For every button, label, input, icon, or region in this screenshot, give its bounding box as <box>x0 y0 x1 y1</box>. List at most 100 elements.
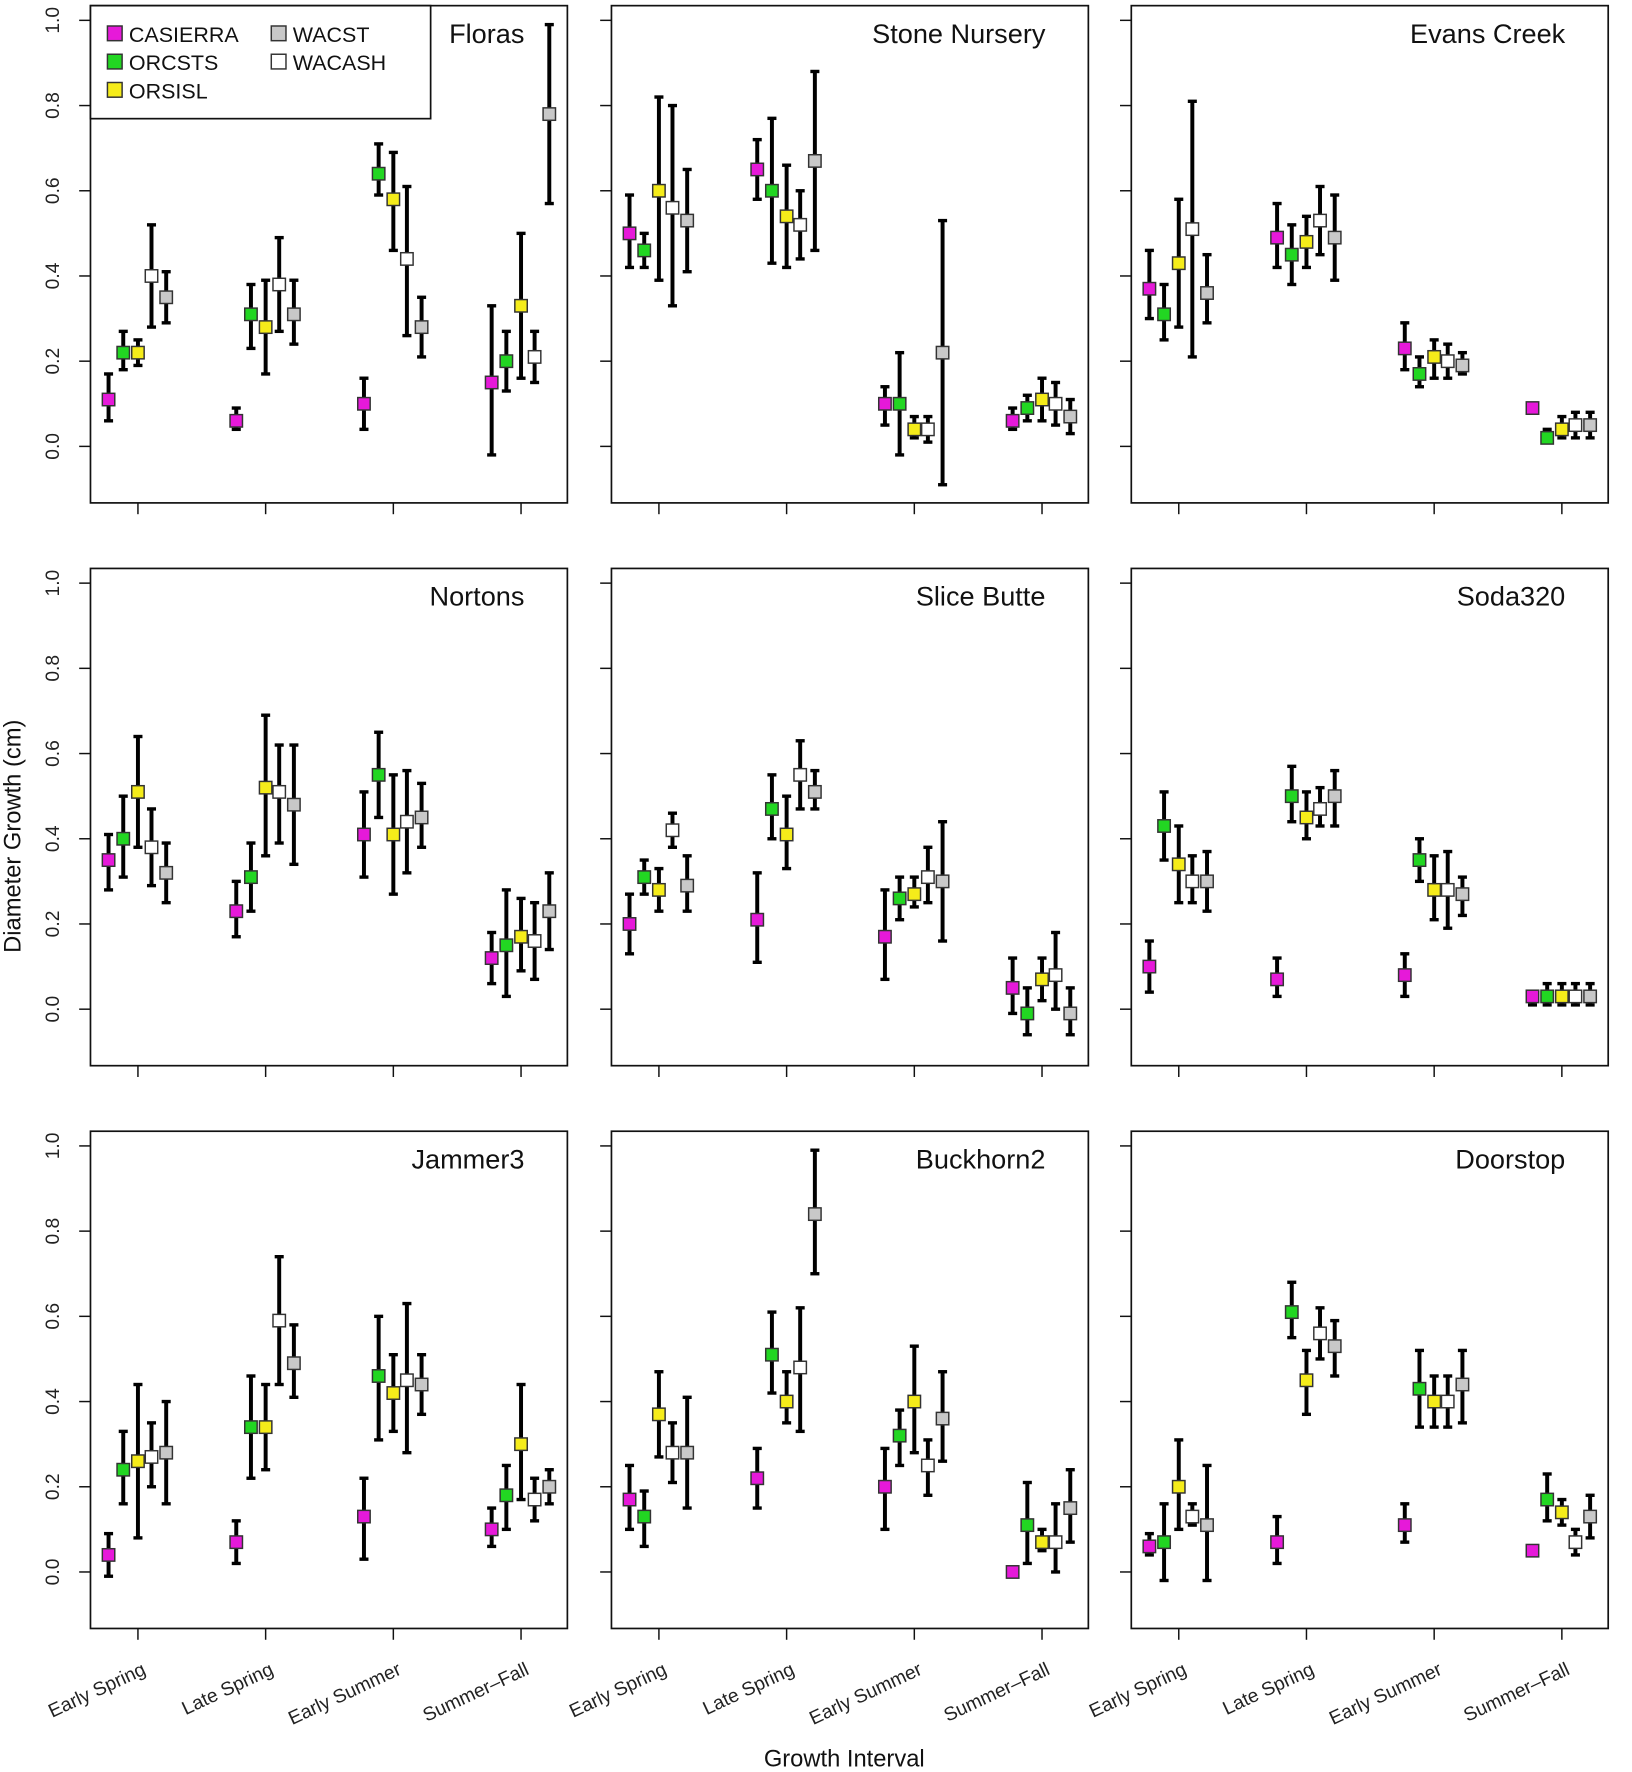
errorbar-point-orcsts <box>1157 790 1172 862</box>
errorbar-point-casierra <box>101 372 116 423</box>
mean-marker <box>920 1458 935 1473</box>
errorbar-point-wacash <box>1048 380 1063 427</box>
errorbar-point-casierra <box>1142 939 1157 994</box>
errorbar-point-orcsts <box>637 1489 652 1549</box>
mean-marker <box>1455 358 1470 373</box>
errorbar-point-orsisl <box>514 231 528 380</box>
errorbar-point-casierra <box>484 304 499 457</box>
mean-marker <box>1427 1394 1442 1409</box>
mean-marker <box>130 784 145 799</box>
mean-marker <box>371 767 386 782</box>
mean-marker <box>116 831 131 846</box>
errorbar-point-orcsts <box>1412 1348 1427 1429</box>
errorbar-point-orcsts <box>637 858 652 896</box>
mean-marker <box>807 784 822 799</box>
y-tick-label: 0.6 <box>43 1303 64 1330</box>
mean-marker <box>892 891 907 906</box>
errorbar-point-orcsts <box>243 1374 258 1480</box>
errorbar-point-orsisl <box>651 95 666 282</box>
mean-marker <box>935 1411 950 1426</box>
errorbar-point-orcsts <box>243 282 258 351</box>
mean-marker <box>484 951 499 966</box>
errorbar-point-orcsts <box>1412 355 1427 389</box>
y-tick-label: 1.0 <box>43 7 64 34</box>
errorbar-point-wacash <box>272 235 287 334</box>
errorbar-point-orcsts <box>892 875 907 922</box>
mean-marker <box>399 1373 414 1388</box>
mean-marker <box>1142 1539 1157 1554</box>
errorbar-point-orsisl <box>1299 790 1314 841</box>
mean-marker <box>1142 959 1157 974</box>
errorbar-point-casierra <box>750 137 765 201</box>
errorbar-point-orsisl <box>386 1352 401 1434</box>
mean-marker <box>1171 857 1186 872</box>
errorbar-point-casierra <box>1270 1514 1285 1566</box>
mean-marker <box>371 1369 386 1383</box>
mean-marker <box>1583 989 1598 1004</box>
x-tick-label: Early Summer <box>1326 1659 1446 1730</box>
panel-evans-creek: Evans Creek <box>1119 4 1610 515</box>
panel-jammer3: Jammer3 0.0 0.2 0.4 0.6 0.8 1.0 Early Spring Lat… <box>43 1130 569 1730</box>
y-tick-label: 0.4 <box>43 262 64 289</box>
mean-marker <box>1554 1505 1569 1520</box>
errorbar-point-casierra <box>357 790 371 879</box>
errorbar-point-wacst <box>159 270 174 325</box>
errorbar-point-wacst <box>1455 1348 1470 1425</box>
errorbar-point-casierra <box>229 406 244 432</box>
errorbar-point-orsisl <box>779 1370 794 1425</box>
mean-marker <box>1313 801 1327 816</box>
errorbar-point-casierra <box>357 376 371 432</box>
mean-marker <box>935 874 950 889</box>
errorbar-point-wacst <box>935 1370 950 1463</box>
y-tick-label: 0.0 <box>43 433 64 460</box>
errorbar-point-wacash <box>527 900 542 982</box>
mean-marker <box>1327 1339 1342 1354</box>
errorbar-point-wacash <box>399 768 414 875</box>
errorbar-point-casierra <box>101 832 116 892</box>
mean-marker <box>258 780 273 795</box>
errorbar-point-wacash <box>1185 1502 1200 1527</box>
errorbar-point-orsisl <box>386 773 401 896</box>
errorbar-point-wacst <box>286 743 301 867</box>
x-tick-label: Early Spring <box>1086 1659 1190 1722</box>
errorbar-point-orsisl <box>1554 414 1569 440</box>
mean-marker <box>907 1394 922 1409</box>
mean-marker <box>1540 989 1555 1004</box>
mean-marker <box>1313 1326 1327 1341</box>
mean-marker <box>130 1454 145 1469</box>
mean-marker <box>1020 1518 1035 1533</box>
mean-marker <box>750 1471 765 1486</box>
errorbar-point-wacst <box>1200 252 1214 325</box>
errorbar-point-wacash <box>272 743 287 845</box>
mean-marker <box>1299 234 1314 249</box>
mean-marker <box>1327 789 1342 804</box>
errorbar-point-casierra <box>1005 956 1020 1016</box>
errorbar-point-wacash <box>1185 99 1200 359</box>
errorbar-point-orcsts <box>243 841 258 913</box>
mean-marker <box>286 797 301 812</box>
mean-marker <box>499 354 514 369</box>
panel-title: Jammer3 <box>411 1144 524 1175</box>
y-tick-label: 0.2 <box>43 1473 64 1500</box>
y-tick-label: 0.6 <box>43 177 64 204</box>
errorbar-point-wacst <box>542 1468 557 1506</box>
mean-marker <box>920 422 935 437</box>
mean-marker <box>1005 1565 1020 1579</box>
errorbar-point-orcsts <box>499 329 514 393</box>
errorbar-point-casierra <box>1005 406 1020 432</box>
x-tick-label: Early Spring <box>566 1659 670 1722</box>
errorbar-point-orcsts <box>764 773 779 841</box>
errorbar-point-orcsts <box>764 116 779 265</box>
mean-marker <box>159 1445 174 1460</box>
mean-marker <box>144 1449 159 1464</box>
mean-marker <box>243 870 258 885</box>
mean-marker <box>1200 874 1214 889</box>
errorbar-point-orcsts <box>371 730 386 820</box>
mean-marker <box>130 345 145 360</box>
x-tick-label: Early Summer <box>285 1659 405 1730</box>
y-tick-label: 1.0 <box>43 1133 64 1160</box>
errorbar-point-casierra <box>484 1506 499 1549</box>
errorbar-point-casierra <box>1525 1543 1540 1558</box>
errorbar-point-wacst <box>1583 410 1598 440</box>
errorbar-point-orcsts <box>637 231 652 270</box>
